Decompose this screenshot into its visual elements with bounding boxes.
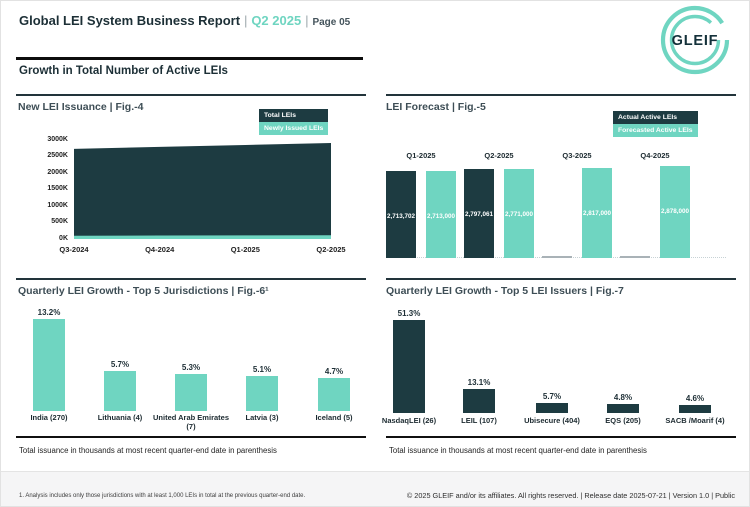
- percent-label: 13.2%: [37, 308, 61, 317]
- percent-label: 13.1%: [467, 378, 491, 388]
- header: Global LEI System Business Report | Q2 202…: [19, 12, 350, 30]
- separator: |: [305, 14, 309, 28]
- legend-item-newly-issued-leis: Newly Issued LEIs: [259, 122, 329, 135]
- y-axis-tick: 0K: [59, 234, 68, 242]
- panel-new-lei-issuance: New LEI Issuance | Fig.-4 Total LEIs New…: [16, 94, 366, 279]
- category-label: Iceland (5): [315, 413, 353, 422]
- category-label: Ubisecure (404): [524, 416, 580, 425]
- percent-label: 5.3%: [181, 363, 201, 373]
- category-label: SACB /Moarif (4): [665, 416, 725, 425]
- percent-label: 5.7%: [542, 391, 562, 401]
- footer-analysis-note: 1. Analysis includes only those jurisdic…: [19, 493, 306, 499]
- percent-label: 4.6%: [685, 393, 705, 403]
- chart-title-fig5: LEI Forecast | Fig.-5: [386, 101, 486, 113]
- y-axis-tick: 500K: [51, 218, 68, 225]
- report-quarter: Q2 2025: [251, 13, 302, 28]
- category-label: Q4-2025: [640, 151, 670, 160]
- area-plot: [74, 140, 331, 239]
- growth-bar: [33, 319, 65, 411]
- bar-value-label: 2,771,000: [504, 211, 533, 219]
- panel-top5-jurisdictions: Quarterly LEI Growth - Top 5 Jurisdictio…: [16, 278, 366, 438]
- bar-value-label: 2,797,061: [464, 210, 493, 218]
- y-axis-tick: 2500K: [47, 152, 68, 159]
- footer-copyright: © 2025 GLEIF and/or its affiliates. All …: [406, 491, 735, 500]
- y-axis-tick: 2000K: [47, 168, 68, 176]
- section-divider: [16, 57, 363, 60]
- category-label: NasdaqLEI (26): [381, 416, 437, 425]
- category-label: Q1-2025: [406, 151, 436, 160]
- category-label: Q2-2025: [484, 151, 514, 160]
- issuance-area-chart: [74, 143, 331, 239]
- y-axis-tick: 3000K: [47, 135, 68, 143]
- category-label: United Arab Emirates (7): [153, 413, 229, 431]
- fig7-footnote: Total issuance in thousands at most rece…: [389, 446, 647, 455]
- fig5-chart-area: Q1-2025 2,713,702 2,713,000 Q2-2025 2,797,06…: [386, 96, 736, 258]
- legend-item-forecasted-active-leis: Forecasted Active LEIs: [613, 124, 698, 137]
- growth-bar: [679, 404, 711, 413]
- percent-label: 5.1%: [252, 364, 272, 374]
- legend-item-total-leis: Total LEIs: [259, 109, 329, 122]
- x-axis-tick: Q2-2025: [316, 245, 346, 254]
- logo-rings-icon: GLEIF: [660, 5, 730, 75]
- forecast-bar: 2,878,000: [660, 166, 690, 258]
- bar-value-label: 2,713,000: [426, 213, 455, 221]
- growth-bar: [463, 389, 495, 413]
- growth-bar: [393, 320, 425, 413]
- forecast-bar: 2,771,000: [504, 169, 534, 258]
- legend-item-actual-active-leis: Actual Active LEIs: [613, 111, 698, 124]
- fig7-chart-area: 51.3% 13.1% 5.7% 4.8% 4.6%: [386, 280, 736, 413]
- fig5-legend: Actual Active LEIs Forecasted Active LEI…: [613, 111, 698, 137]
- category-label: Latvia (3): [245, 413, 279, 422]
- bar-value-label: 2,713,702: [386, 213, 415, 221]
- percent-label: 4.7%: [324, 367, 344, 377]
- chart-title-fig6: Quarterly LEI Growth - Top 5 Jurisdictio…: [18, 285, 269, 297]
- chart-title-fig4: New LEI Issuance | Fig.-4: [18, 101, 144, 113]
- forecast-bar: 2,713,000: [426, 171, 456, 258]
- growth-bar: [607, 404, 639, 413]
- total-leis-area: [74, 143, 331, 239]
- growth-bar: [175, 374, 207, 411]
- separator: |: [244, 14, 248, 28]
- newly-issued-area: [74, 235, 331, 239]
- growth-bar: [536, 402, 568, 413]
- panel-top5-lei-issuers: Quarterly LEI Growth - Top 5 LEI Issuers…: [382, 278, 736, 438]
- growth-bar: [104, 371, 136, 411]
- fig4-legend: Total LEIs Newly Issued LEIs: [259, 109, 329, 135]
- bar-value-label: 2,817,000: [582, 209, 611, 217]
- actual-bar: 2,797,061: [464, 168, 494, 258]
- panel-lei-forecast: LEI Forecast | Fig.-5 Actual Active LEIs…: [386, 94, 736, 279]
- fig6-chart-area: 13.2% 5.7% 5.3% 5.1% 4.7%: [16, 280, 366, 411]
- actual-bar-placeholder: [542, 255, 572, 258]
- x-axis-tick: Q1-2025: [230, 245, 260, 254]
- percent-label: 51.3%: [397, 309, 421, 318]
- bar-value-label: 2,878,000: [660, 208, 689, 215]
- report-title: Global LEI System Business Report: [19, 13, 241, 28]
- chart-title-fig7: Quarterly LEI Growth - Top 5 LEI Issuers…: [386, 285, 624, 297]
- y-axis-tick: 1500K: [47, 185, 68, 192]
- percent-label: 5.7%: [110, 360, 130, 370]
- actual-bar-placeholder: [620, 255, 650, 258]
- section-title: Growth in Total Number of Active LEIs: [19, 65, 228, 77]
- fig4-chart-area: 3000K 2500K 2000K 1500K 1000K 500K 0K Q3-2024 Q4…: [16, 96, 366, 277]
- x-axis-tick: Q3-2024: [59, 245, 89, 254]
- logo-text: GLEIF: [672, 33, 719, 49]
- growth-bar: [246, 375, 278, 411]
- category-label: Lithuania (4): [97, 413, 143, 422]
- y-axis-tick: 1000K: [47, 201, 68, 209]
- x-axis-tick: Q4-2024: [145, 245, 175, 254]
- report-page-number: Page 05: [312, 17, 351, 28]
- forecast-bar: 2,817,000: [582, 167, 612, 258]
- category-label: India (270): [30, 413, 68, 422]
- fig6-footnote: Total issuance in thousands at most rece…: [19, 446, 277, 455]
- growth-bar: [318, 378, 350, 411]
- gleif-logo: GLEIF: [649, 2, 741, 80]
- actual-bar: 2,713,702: [386, 171, 416, 258]
- footer: 1. Analysis includes only those jurisdic…: [1, 471, 749, 506]
- category-label: LEIL (107): [461, 416, 497, 425]
- category-label: Q3-2025: [562, 151, 592, 160]
- percent-label: 4.8%: [613, 393, 633, 403]
- category-label: EQS (205): [605, 416, 641, 425]
